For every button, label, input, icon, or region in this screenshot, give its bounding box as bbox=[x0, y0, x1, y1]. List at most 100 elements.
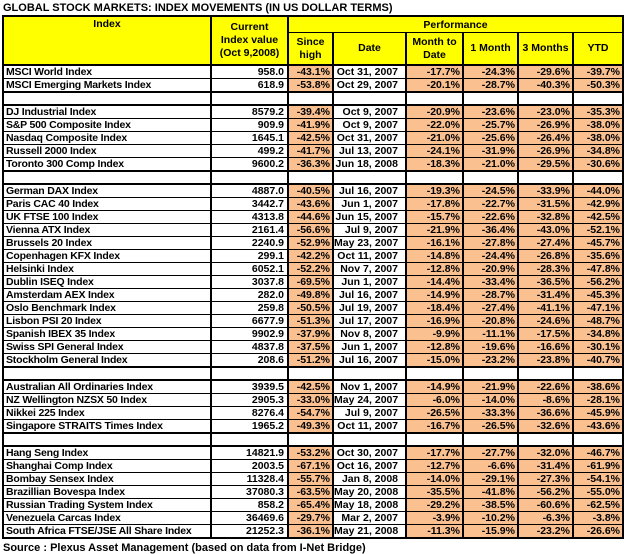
cell-index-name: Nasdaq Composite Index bbox=[2, 131, 212, 145]
cell-ytd: -35.6% bbox=[571, 249, 624, 263]
cell-ytd: -40.7% bbox=[571, 353, 624, 368]
table-row: S&P 500 Composite Index 909.9 -41.9% Oct 9,… bbox=[2, 118, 624, 132]
cell-1-month: -26.5% bbox=[462, 419, 519, 434]
cell-ytd: -34.8% bbox=[571, 144, 624, 158]
cell-1-month: -41.8% bbox=[462, 485, 519, 499]
cell-since-high: -42.2% bbox=[287, 249, 334, 263]
cell-current-value: 208.6 bbox=[210, 353, 289, 368]
cell-ytd: -38.0% bbox=[571, 131, 624, 145]
table-row: Brussels 20 Index 2240.9 -52.9% May 23, 200… bbox=[2, 236, 624, 250]
cell-ytd: -54.1% bbox=[571, 472, 624, 486]
cell-index-name: MSCI World Index bbox=[2, 64, 212, 79]
cell-3-months: -29.6% bbox=[517, 64, 574, 79]
cell-index-name: Amsterdam AEX Index bbox=[2, 288, 212, 302]
cell-current-value: 6052.1 bbox=[210, 262, 289, 276]
cell-month-to-date: -12.8% bbox=[405, 340, 464, 354]
cell-ytd: -39.7% bbox=[571, 64, 624, 79]
table-row: Russell 2000 Index 499.2 -41.7% Jul 13, 200… bbox=[2, 144, 624, 158]
page-title: GLOBAL STOCK MARKETS: INDEX MOVEMENTS (I… bbox=[3, 2, 393, 14]
cell-month-to-date: -14.9% bbox=[405, 288, 464, 302]
cell-since-high: -40.5% bbox=[287, 183, 334, 198]
separator-cell bbox=[462, 170, 519, 185]
cell-current-value: 9600.2 bbox=[210, 157, 289, 172]
cell-index-name: Stockholm General Index bbox=[2, 353, 212, 368]
cell-index-name: Venezuela Carcas Index bbox=[2, 511, 212, 525]
cell-1-month: -20.8% bbox=[462, 314, 519, 328]
cell-1-month: -28.7% bbox=[462, 78, 519, 93]
separator-cell bbox=[2, 366, 212, 381]
cell-1-month: -33.3% bbox=[462, 406, 519, 420]
cell-since-high: -55.7% bbox=[287, 472, 334, 486]
cell-since-high: -36.3% bbox=[287, 157, 334, 172]
cell-since-high: -49.3% bbox=[287, 419, 334, 434]
cell-ytd: -42.9% bbox=[571, 197, 624, 211]
cell-month-to-date: -14.4% bbox=[405, 275, 464, 289]
cell-current-value: 259.8 bbox=[210, 301, 289, 315]
cell-ytd: -38.0% bbox=[571, 118, 624, 132]
cell-since-high: -63.5% bbox=[287, 485, 334, 499]
cell-index-name: Copenhagen KFX Index bbox=[2, 249, 212, 263]
cell-index-name: Lisbon PSI 20 Index bbox=[2, 314, 212, 328]
cell-3-months: -31.4% bbox=[517, 459, 574, 473]
cell-month-to-date: -18.3% bbox=[405, 157, 464, 172]
cell-month-to-date: -20.9% bbox=[405, 104, 464, 119]
cell-3-months: -22.6% bbox=[517, 379, 574, 394]
cell-current-value: 36469.6 bbox=[210, 511, 289, 525]
col-header-1-month: 1 Month bbox=[462, 32, 519, 66]
cell-date: Oct 30, 2007 bbox=[332, 445, 407, 460]
cell-current-value: 3442.7 bbox=[210, 197, 289, 211]
table-row: Stockholm General Index 208.6 -51.2% Jul 16… bbox=[2, 353, 624, 368]
cell-index-name: S&P 500 Composite Index bbox=[2, 118, 212, 132]
cell-date: Jul 19, 2007 bbox=[332, 301, 407, 315]
cell-month-to-date: -17.7% bbox=[405, 445, 464, 460]
cell-date: Jun 1, 2007 bbox=[332, 340, 407, 354]
cell-date: Jul 16, 2007 bbox=[332, 288, 407, 302]
cell-current-value: 8276.4 bbox=[210, 406, 289, 420]
cell-current-value: 4313.8 bbox=[210, 210, 289, 224]
cell-index-name: Paris CAC 40 Index bbox=[2, 197, 212, 211]
cell-current-value: 1965.2 bbox=[210, 419, 289, 434]
cell-1-month: -21.0% bbox=[462, 157, 519, 172]
cell-3-months: -23.8% bbox=[517, 353, 574, 368]
cell-1-month: -19.6% bbox=[462, 340, 519, 354]
cell-since-high: -67.1% bbox=[287, 459, 334, 473]
cell-3-months: -32.0% bbox=[517, 445, 574, 460]
cell-date: Jun 1, 2007 bbox=[332, 197, 407, 211]
cell-current-value: 11328.4 bbox=[210, 472, 289, 486]
table-row: Helsinki Index 6052.1 -52.2% Nov 7, 2007 -12… bbox=[2, 262, 624, 276]
separator-cell bbox=[405, 366, 464, 381]
cell-ytd: -42.5% bbox=[571, 210, 624, 224]
cell-index-name: Toronto 300 Comp Index bbox=[2, 157, 212, 172]
cell-3-months: -28.3% bbox=[517, 262, 574, 276]
cell-index-name: South Africa FTSE/JSE All Share Index bbox=[2, 524, 212, 539]
cell-month-to-date: -9.9% bbox=[405, 327, 464, 341]
cell-month-to-date: -14.8% bbox=[405, 249, 464, 263]
cell-date: Jul 9, 2007 bbox=[332, 406, 407, 420]
cell-1-month: -29.1% bbox=[462, 472, 519, 486]
cell-1-month: -6.6% bbox=[462, 459, 519, 473]
cell-ytd: -50.3% bbox=[571, 78, 624, 93]
index-movements-table: Index Current Index value (Oct 9,2008) P… bbox=[2, 15, 624, 539]
cell-1-month: -22.7% bbox=[462, 197, 519, 211]
table-row: Australian All Ordinaries Index 3939.5 -42… bbox=[2, 379, 624, 394]
cell-index-name: German DAX Index bbox=[2, 183, 212, 198]
cell-1-month: -36.4% bbox=[462, 223, 519, 237]
cell-date: Nov 8, 2007 bbox=[332, 327, 407, 341]
separator-cell bbox=[210, 91, 289, 106]
cell-ytd: -43.6% bbox=[571, 419, 624, 434]
cell-1-month: -10.2% bbox=[462, 511, 519, 525]
cell-date: Oct 16, 2007 bbox=[332, 459, 407, 473]
cell-current-value: 499.2 bbox=[210, 144, 289, 158]
cell-ytd: -55.0% bbox=[571, 485, 624, 499]
cell-date: Jan 8, 2008 bbox=[332, 472, 407, 486]
cell-1-month: -15.9% bbox=[462, 524, 519, 539]
cell-1-month: -27.8% bbox=[462, 236, 519, 250]
cell-date: May 24, 2007 bbox=[332, 393, 407, 407]
cell-since-high: -42.5% bbox=[287, 131, 334, 145]
cell-month-to-date: -14.0% bbox=[405, 472, 464, 486]
cell-date: May 21, 2008 bbox=[332, 524, 407, 539]
cell-3-months: -16.6% bbox=[517, 340, 574, 354]
cell-since-high: -37.5% bbox=[287, 340, 334, 354]
cell-ytd: -48.7% bbox=[571, 314, 624, 328]
cell-index-name: Singapore STRAITS Times Index bbox=[2, 419, 212, 434]
